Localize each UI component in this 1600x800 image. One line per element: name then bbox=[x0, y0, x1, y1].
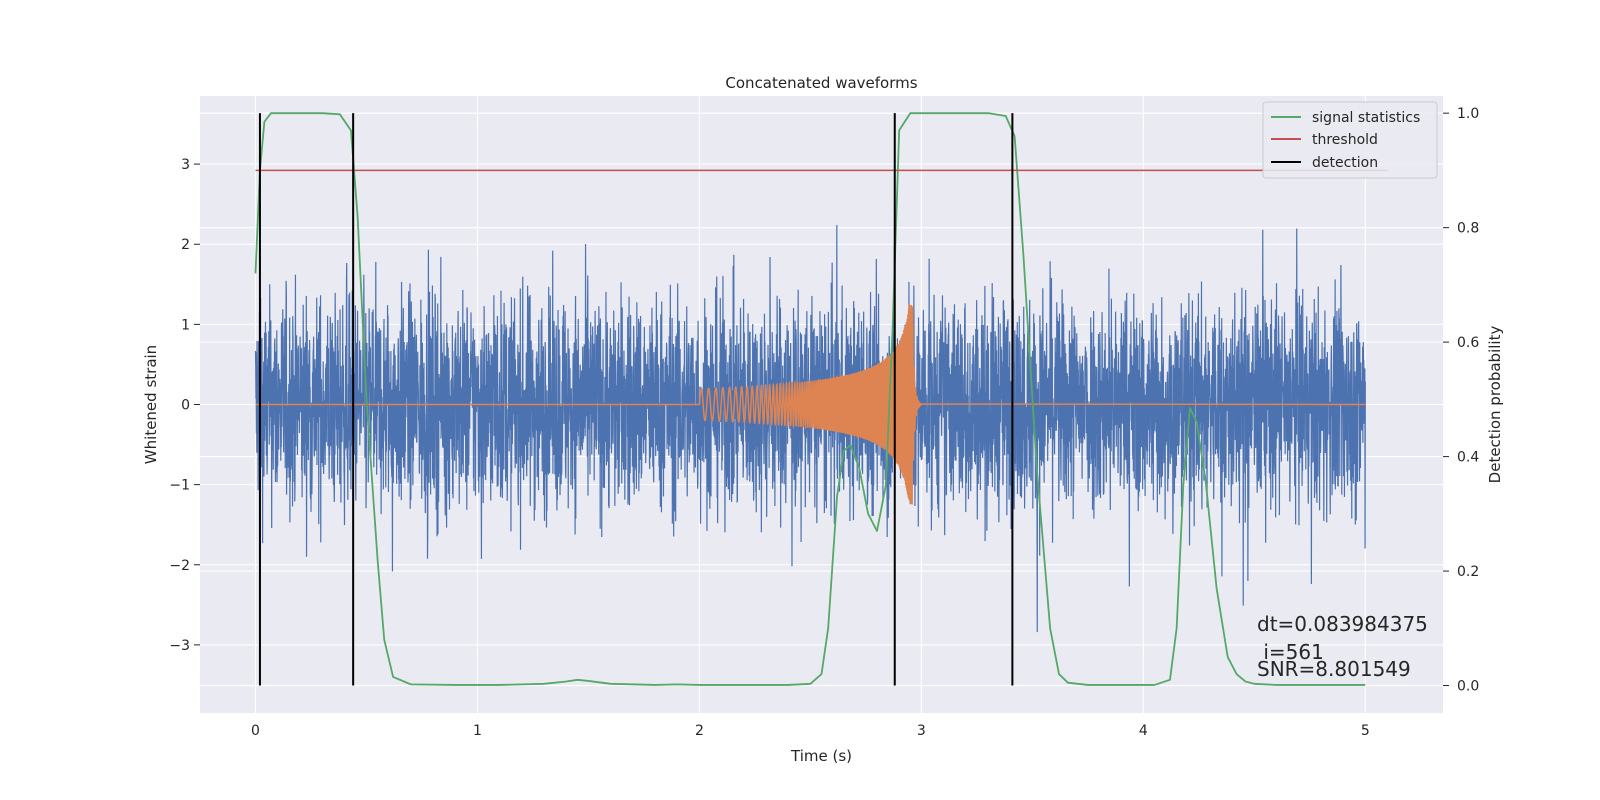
x-tick-label: 1 bbox=[473, 723, 482, 739]
legend-label-threshold: threshold bbox=[1312, 132, 1378, 148]
y2-tick-label: 1.0 bbox=[1457, 106, 1479, 122]
annotation-snr: SNR=8.801549 bbox=[1257, 657, 1411, 681]
y-tick-label: 3 bbox=[181, 157, 190, 173]
y2-tick-label: 0.0 bbox=[1457, 679, 1479, 695]
legend: signal statistics threshold detection bbox=[1262, 101, 1438, 179]
legend-box bbox=[1262, 101, 1438, 179]
x-tick-label: 0 bbox=[251, 723, 260, 739]
y-axis-label: Whitened strain bbox=[142, 345, 160, 464]
y-tick-label: −2 bbox=[169, 558, 190, 574]
legend-label-signal-statistics: signal statistics bbox=[1312, 110, 1420, 126]
legend-label-detection: detection bbox=[1312, 155, 1378, 171]
y-tick-label: 1 bbox=[181, 317, 190, 333]
y2-tick-label: 0.6 bbox=[1457, 335, 1479, 351]
chart-title: Concatenated waveforms bbox=[725, 74, 917, 92]
x-tick-label: 3 bbox=[917, 723, 926, 739]
signal-statistics-line bbox=[254, 112, 1366, 686]
x-tick-label: 2 bbox=[695, 723, 704, 739]
x-tick-label: 5 bbox=[1361, 723, 1370, 739]
series-layer bbox=[254, 112, 1388, 686]
y-tick-label: −3 bbox=[169, 638, 190, 654]
y2-tick-label: 0.2 bbox=[1457, 564, 1479, 580]
y2-tick-label: 0.8 bbox=[1457, 221, 1479, 237]
y2-tick-label: 0.4 bbox=[1457, 450, 1479, 466]
annotation-index: i=561 bbox=[1257, 640, 1324, 664]
annotation-dt: dt=0.083984375 bbox=[1257, 612, 1428, 636]
y-tick-label: 0 bbox=[181, 398, 190, 414]
x-tick-label: 4 bbox=[1139, 723, 1148, 739]
right-y-axis-label: Detection probability bbox=[1486, 326, 1504, 484]
x-axis-label: Time (s) bbox=[790, 747, 852, 765]
y-tick-label: 2 bbox=[181, 237, 190, 253]
template-chirp-line bbox=[255, 304, 1366, 505]
ticks: 0 1 2 3 4 5 −3 −2 −1 0 1 2 3 0.0 0.2 0.4 0.6 0.8 1.0 bbox=[169, 106, 1479, 739]
strain-noise-line bbox=[254, 225, 1366, 633]
y-tick-label: −1 bbox=[169, 478, 190, 494]
